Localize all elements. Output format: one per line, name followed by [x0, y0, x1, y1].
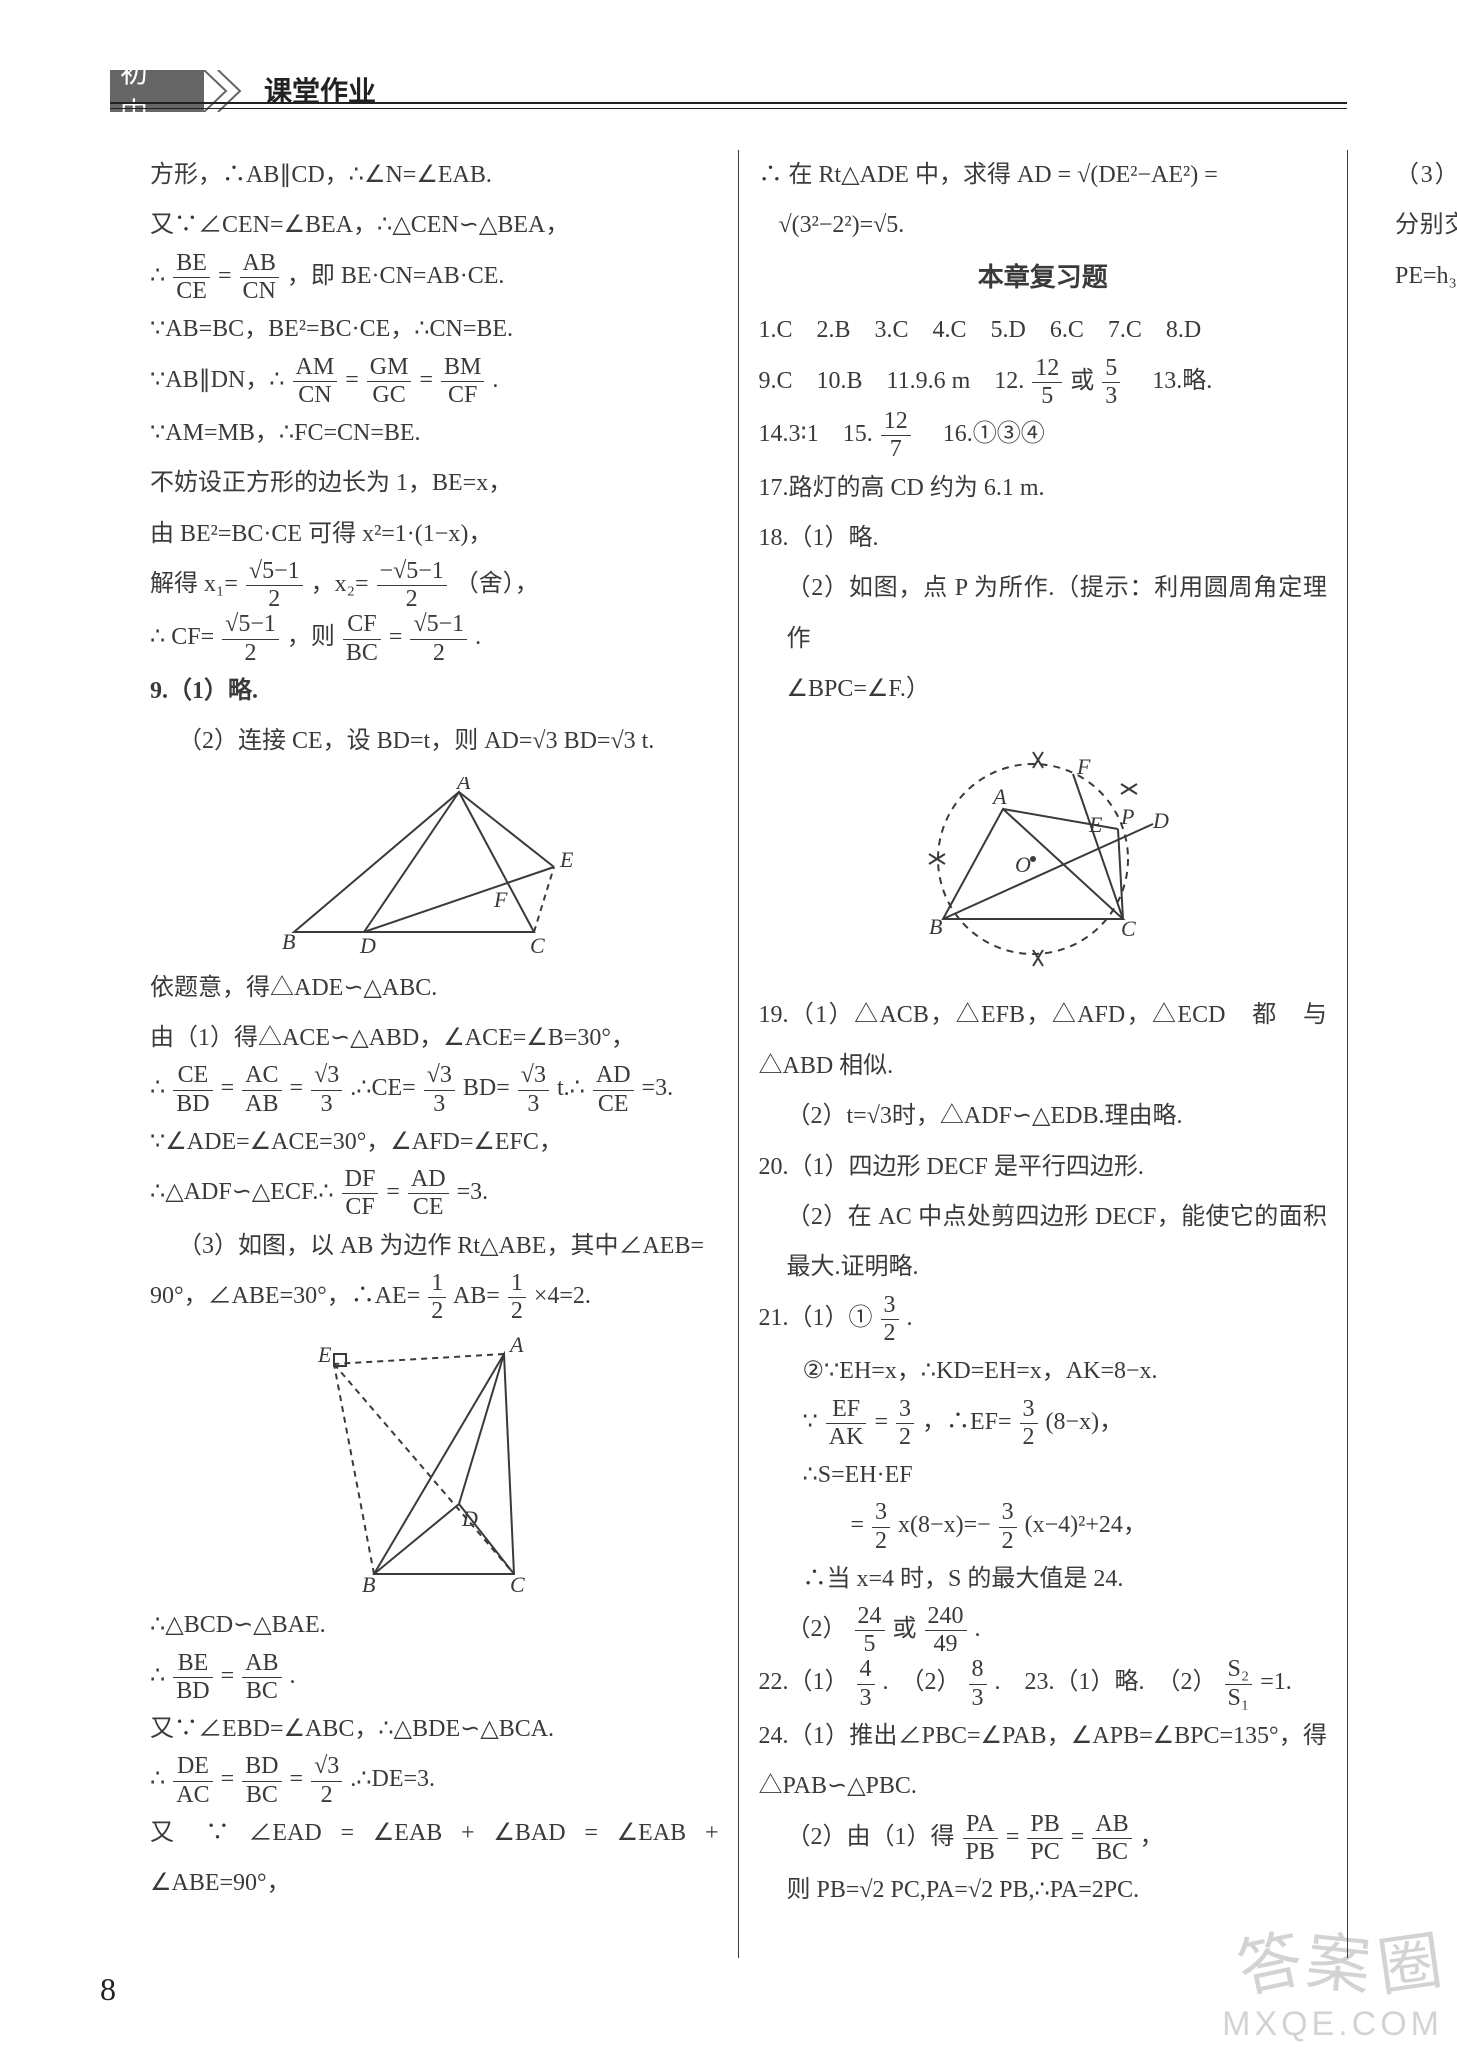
figure-triangle-1: A B D C E F: [274, 777, 594, 957]
svg-text:A: A: [455, 777, 471, 794]
text-line: 不妨设正方形的边长为 1，BE=x，: [150, 458, 719, 508]
svg-text:O: O: [1015, 852, 1031, 877]
q20-1: 20.（1）四边形 DECF 是平行四边形.: [759, 1142, 1328, 1192]
q24-2: （2）由（1）得 PAPB = PBPC = ABBC ，: [759, 1812, 1328, 1865]
svg-text:E: E: [317, 1342, 332, 1367]
text-line: ∵∠ADE=∠ACE=30°，∠AFD=∠EFC，: [150, 1117, 719, 1167]
q21-1: 21.（1）① 32 .: [759, 1293, 1328, 1346]
svg-text:B: B: [929, 914, 942, 939]
q17: 17.路灯的高 CD 约为 6.1 m.: [759, 463, 1328, 513]
text-line: ∴ CF= √5−12 ，则 CFBC = √5−12 .: [150, 612, 719, 665]
text-line: ∵AB∥DN，∴ AMCN = GMGC = BMCF .: [150, 355, 719, 408]
two-column-body: 方形，∴AB∥CD，∴∠N=∠EAB. 又∵∠CEN=∠BEA，∴△CEN∽△B…: [150, 150, 1327, 1958]
page-number: 8: [100, 1971, 116, 2008]
q21-2: ②∵EH=x，∴KD=EH=x，AK=8−x.: [759, 1346, 1328, 1396]
q21-7: （2） 245 或 24049 .: [759, 1604, 1328, 1657]
svg-text:F: F: [1076, 754, 1091, 779]
fraction: BECE: [171, 251, 212, 304]
answers-row: 9.C 10.B 11.9.6 m 12. 125 或 53 13.略.: [759, 356, 1328, 409]
answers-row: 1.C 2.B 3.C 4.C 5.D 6.C 7.C 8.D: [759, 305, 1328, 355]
svg-text:D: D: [359, 933, 376, 957]
text-line: 由（1）得△ACE∽△ABD，∠ACE=∠B=30°，: [150, 1013, 719, 1063]
q18-2: （2）如图，点 P 为所作.（提示：利用圆周角定理作: [759, 563, 1328, 664]
text-line: 方形，∴AB∥CD，∴∠N=∠EAB.: [150, 150, 719, 200]
q24-1: 24.（1）推出∠PBC=∠PAB，∠APB=∠BPC=135°，得△PAB∽△…: [759, 1711, 1328, 1812]
svg-text:C: C: [510, 1572, 525, 1594]
answers-row: 14.3∶1 15. 127 16.①③④: [759, 409, 1328, 462]
text-line: 由 BE²=BC·CE 可得 x²=1·(1−x)，: [150, 509, 719, 559]
svg-text:P: P: [1120, 804, 1134, 829]
header-rule-thin: [110, 108, 1347, 109]
q21-3: ∵ EFAK = 32 ，∴EF= 32 (8−x)，: [759, 1397, 1328, 1450]
text-line: 解得 x₁= √5−12 ，x₂= −√5−12 （舍），: [150, 559, 719, 612]
svg-text:D: D: [1152, 808, 1169, 833]
q19-2: （2）t=√3时，△ADF∽△EDB.理由略.: [759, 1091, 1328, 1141]
watermark: 答 案 圈 MXQE.COM: [1222, 1913, 1443, 2044]
text-line: ∵AM=MB，∴FC=CN=BE.: [150, 408, 719, 458]
q21-6: ∴当 x=4 时，S 的最大值是 24.: [759, 1554, 1328, 1604]
page-header: 初 中 课堂作业: [110, 60, 1347, 130]
grade-tab: 初 中: [110, 70, 204, 112]
figure-circle: A B C D E F O P: [893, 724, 1193, 984]
q21-5: = 32 x(8−x)=− 32 (x−4)²+24，: [759, 1500, 1328, 1553]
text-line: ∴△ADF∽△ECF.∴ DFCF = ADCE =3.: [150, 1167, 719, 1220]
q18-1: 18.（1）略.: [759, 513, 1328, 563]
svg-text:B: B: [362, 1572, 375, 1594]
figure-triangle-2: A B C D E: [314, 1334, 554, 1594]
text-line: ∴△BCD∽△BAE.: [150, 1600, 719, 1650]
watermark-url: MXQE.COM: [1222, 2005, 1443, 2044]
watermark-char: 案: [1302, 1910, 1377, 2008]
header-rule-thick: [110, 102, 1347, 104]
watermark-char: 圈: [1371, 1909, 1449, 2009]
svg-text:C: C: [1121, 916, 1136, 941]
q20-2: （2）在 AC 中点处剪四边形 DECF，能使它的面积最大.证明略.: [759, 1192, 1328, 1293]
fraction: ABCN: [238, 251, 281, 304]
page-title: 课堂作业: [264, 70, 376, 112]
svg-text:E: E: [1088, 812, 1103, 837]
q9-3: （3）如图，以 AB 为边作 Rt△ABE，其中∠AEB=: [150, 1221, 719, 1271]
svg-text:E: E: [559, 847, 574, 872]
svg-text:A: A: [991, 784, 1007, 809]
text-line: 又 ∵ ∠EAD = ∠EAB + ∠BAD = ∠EAB + ∠ABE=90°…: [150, 1808, 719, 1909]
q21-4: ∴S=EH·EF: [759, 1450, 1328, 1500]
text-line: 依题意，得△ADE∽△ABC.: [150, 963, 719, 1013]
text-line: ∴ BECE = ABCN ，即 BE·CN=AB·CE.: [150, 251, 719, 304]
watermark-char: 答: [1228, 1907, 1312, 2011]
text-line: ∴ 在 Rt△ADE 中，求得 AD = √(DE²−AE²) =: [759, 150, 1328, 200]
text-line: ∴ CEBD = ACAB = √33 .∴CE= √33 BD= √33 t.…: [150, 1063, 719, 1116]
q19-1: 19.（1）△ACB，△EFB，△AFD，△ECD 都 与 △ABD 相似.: [759, 990, 1328, 1091]
svg-text:B: B: [282, 929, 295, 954]
text-line: 90°，∠ABE=30°，∴AE= 12 AB= 12 ×4=2.: [150, 1271, 719, 1324]
q24-3: 则 PB=√2 PC,PA=√2 PB,∴PA=2PC.: [759, 1865, 1328, 1915]
text-line: ∴ BEBD = ABBC .: [150, 1651, 719, 1704]
text-line: ∴ DEAC = BDBC = √32 .∴DE=3.: [150, 1754, 719, 1807]
svg-text:F: F: [493, 887, 508, 912]
review-heading: 本章复习题: [759, 251, 1328, 306]
svg-text:D: D: [461, 1506, 478, 1531]
q22-23: 22.（1） 43 . （2） 83 . 23.（1）略. （2） S₂S₁ =…: [759, 1657, 1328, 1710]
svg-text:A: A: [508, 1334, 524, 1357]
text-line: √(3²−2²)=√5.: [759, 200, 1328, 250]
text-line: ∵AB=BC，BE²=BC·CE，∴CN=BE.: [150, 304, 719, 354]
q18-2b: ∠BPC=∠F.）: [759, 664, 1328, 714]
q9-1: 9.（1）略.: [150, 666, 719, 716]
q9-2: （2）连接 CE，设 BD=t，则 AD=√3 BD=√3 t.: [150, 716, 719, 766]
q24-4: （3）如图，过点 P 作 PF⊥AB,PD⊥BC,PE⊥AC，分别交 AB,BC…: [1367, 150, 1457, 301]
text-line: 又∵∠CEN=∠BEA，∴△CEN∽△BEA，: [150, 200, 719, 250]
text-line: 又∵∠EBD=∠ABC，∴△BDE∽△BCA.: [150, 1704, 719, 1754]
svg-text:C: C: [530, 933, 545, 957]
chevron-icon: [204, 70, 264, 112]
